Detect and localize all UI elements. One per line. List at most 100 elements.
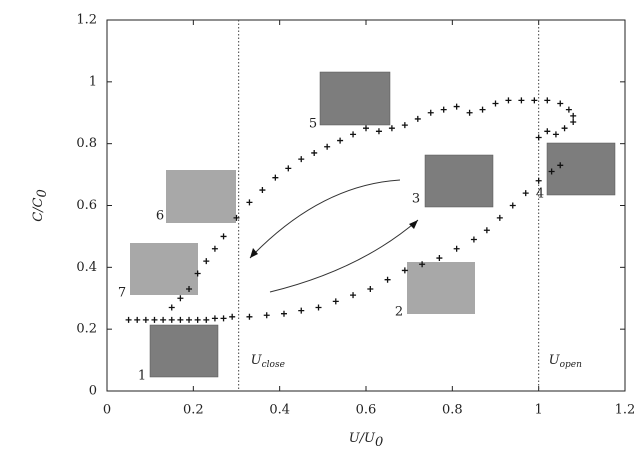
point [229, 313, 236, 320]
photo-number: 2 [395, 305, 403, 320]
y-tick-label: 1 [89, 74, 97, 89]
x-tick-label: 0.2 [183, 403, 204, 418]
point [272, 174, 279, 181]
point [375, 128, 382, 135]
point [280, 310, 287, 317]
x-axis-label-main: U/U [349, 431, 376, 446]
photo-number: 7 [118, 286, 126, 301]
point [570, 119, 577, 126]
point [565, 106, 572, 113]
photo-number: 6 [156, 209, 164, 224]
point [315, 304, 322, 311]
point [211, 315, 218, 322]
x-tick-label: 1.2 [615, 403, 636, 418]
point [332, 298, 339, 305]
point [168, 304, 175, 311]
point [557, 100, 564, 107]
point [388, 125, 395, 132]
y-axis-label: C/C0 [31, 189, 50, 222]
point [263, 312, 270, 319]
point [337, 137, 344, 144]
point [570, 112, 577, 119]
point [440, 106, 447, 113]
point [453, 245, 460, 252]
point [203, 316, 210, 323]
point [324, 143, 331, 150]
photo-number: 4 [536, 187, 544, 202]
arrow-head [409, 220, 418, 229]
point [544, 128, 551, 135]
y-tick-label: 0 [89, 384, 97, 399]
point [496, 214, 503, 221]
point [531, 97, 538, 104]
point [134, 316, 141, 323]
y-tick-label: 0.2 [76, 322, 97, 337]
threshold-label: Uclose [251, 353, 285, 370]
point [259, 187, 266, 194]
point [436, 255, 443, 262]
point [194, 270, 201, 277]
y-axis-label-sub: 0 [35, 189, 50, 197]
point [505, 97, 512, 104]
point [311, 149, 318, 156]
point [350, 292, 357, 299]
point [479, 106, 486, 113]
point [186, 316, 193, 323]
x-axis-label-sub: 0 [375, 435, 383, 450]
point [535, 177, 542, 184]
point [401, 267, 408, 274]
point [466, 109, 473, 116]
x-axis-label: U/U0 [349, 431, 384, 450]
point [285, 165, 292, 172]
point [401, 122, 408, 129]
point [168, 316, 175, 323]
point [548, 168, 555, 175]
point [419, 261, 426, 268]
y-tick-label: 1.2 [76, 13, 97, 28]
point [470, 236, 477, 243]
point [483, 227, 490, 234]
x-tick-label: 0.8 [442, 403, 463, 418]
photo-number: 3 [412, 192, 420, 207]
point [160, 316, 167, 323]
point [186, 285, 193, 292]
x-tick-label: 0 [103, 403, 111, 418]
point [363, 125, 369, 132]
point [203, 258, 210, 265]
point [561, 125, 568, 132]
point [367, 285, 374, 292]
photo [424, 154, 494, 208]
point [453, 103, 460, 110]
point [427, 109, 434, 116]
photo [319, 71, 391, 126]
y-tick-label: 0.6 [76, 198, 97, 213]
threshold-label-sub: open [560, 360, 583, 370]
arrow [249, 179, 401, 259]
photo [166, 170, 236, 223]
x-tick-label: 0.6 [356, 403, 377, 418]
x-tick-label: 1 [535, 403, 543, 418]
photo [546, 142, 616, 196]
photo-number: 5 [309, 117, 317, 132]
arrow [269, 219, 419, 293]
point [557, 162, 564, 169]
photo [407, 262, 475, 314]
point [246, 313, 253, 320]
threshold-label-sub: close [262, 360, 285, 370]
point [414, 115, 421, 122]
point [522, 190, 529, 197]
point [552, 131, 559, 138]
point [350, 131, 357, 138]
point [509, 202, 516, 209]
y-axis-label-main: C/C [31, 197, 46, 221]
photo-number: 1 [138, 369, 146, 384]
point [298, 156, 305, 163]
point [151, 316, 158, 323]
point [518, 97, 525, 104]
point [177, 316, 184, 323]
point [125, 316, 132, 323]
point [384, 276, 391, 283]
y-tick-label: 0.4 [76, 260, 97, 275]
threshold-label: Uopen [549, 353, 582, 370]
